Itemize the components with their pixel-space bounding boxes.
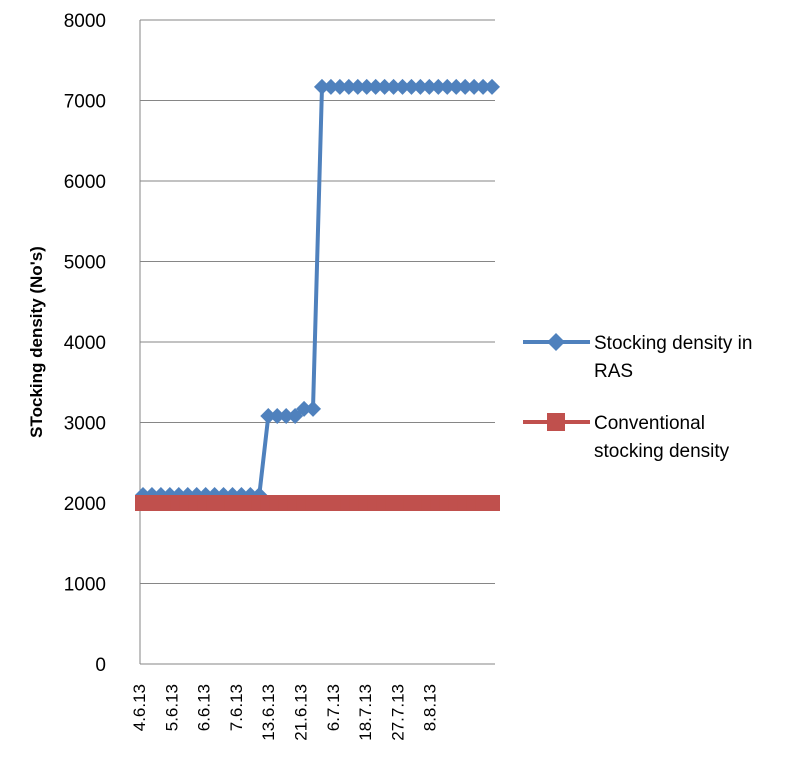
data-point <box>448 78 465 95</box>
data-point <box>322 78 339 95</box>
data-point <box>278 408 295 425</box>
legend-label: Stocking density in <box>594 333 752 354</box>
data-point <box>394 78 411 95</box>
data-point <box>260 408 277 425</box>
data-point <box>287 408 304 425</box>
x-tick-label: 6.6.13 <box>195 684 214 731</box>
x-tick-label: 5.6.13 <box>162 684 181 731</box>
x-tick-label: 27.7.13 <box>388 684 407 741</box>
legend-label: Conventional <box>594 413 705 434</box>
legend: Stocking density in RAS Conventional stocki… <box>523 333 752 462</box>
legend-label: stocking density <box>594 441 730 462</box>
y-tick-label: 8000 <box>64 11 106 32</box>
data-point <box>484 78 500 95</box>
data-point <box>376 78 393 95</box>
series-ras <box>135 78 500 503</box>
x-tick-label: 8.8.13 <box>421 684 440 731</box>
y-tick-label: 4000 <box>64 333 106 354</box>
y-tick-label: 2000 <box>64 494 106 515</box>
data-point <box>385 78 402 95</box>
series-conventional <box>135 495 500 511</box>
series-line <box>143 84 492 497</box>
data-point <box>349 78 366 95</box>
data-point <box>457 78 474 95</box>
x-tick-label: 18.7.13 <box>356 684 375 741</box>
legend-marker <box>547 333 565 351</box>
data-point <box>484 495 500 511</box>
y-axis-label: STocking density (No's) <box>27 246 46 438</box>
y-tick-label: 1000 <box>64 575 106 596</box>
y-tick-label: 6000 <box>64 172 106 193</box>
y-tick-labels: 0 1000 2000 3000 4000 5000 6000 7000 8000 <box>64 11 106 676</box>
data-point <box>305 400 322 417</box>
series-layer <box>135 78 500 511</box>
x-tick-label: 21.6.13 <box>292 684 311 741</box>
data-point <box>340 78 357 95</box>
y-tick-label: 5000 <box>64 253 106 274</box>
data-point <box>466 78 483 95</box>
data-point <box>367 78 384 95</box>
data-point <box>430 78 447 95</box>
y-tick-label: 3000 <box>64 414 106 435</box>
data-point <box>358 78 375 95</box>
data-point <box>439 78 456 95</box>
x-tick-label: 13.6.13 <box>259 684 278 741</box>
data-point <box>421 78 438 95</box>
legend-label: RAS <box>594 361 633 382</box>
data-point <box>475 78 492 95</box>
axes <box>139 20 495 665</box>
y-tick-label: 7000 <box>64 92 106 113</box>
legend-item: Stocking density in RAS <box>523 333 752 382</box>
x-tick-label: 4.6.13 <box>130 684 149 731</box>
data-point <box>412 78 429 95</box>
data-point <box>313 78 330 95</box>
x-tick-label: 6.7.13 <box>324 684 343 731</box>
data-point <box>403 78 420 95</box>
x-tick-label: 7.6.13 <box>227 684 246 731</box>
y-tick-label: 0 <box>95 655 106 676</box>
data-point <box>269 408 286 425</box>
data-point <box>296 400 313 417</box>
x-tick-labels: 4.6.13 5.6.13 6.6.13 7.6.13 13.6.13 21.6.13 6.… <box>130 684 440 741</box>
legend-marker <box>547 413 565 431</box>
data-point <box>331 78 348 95</box>
legend-item: Conventional stocking density <box>523 413 730 462</box>
